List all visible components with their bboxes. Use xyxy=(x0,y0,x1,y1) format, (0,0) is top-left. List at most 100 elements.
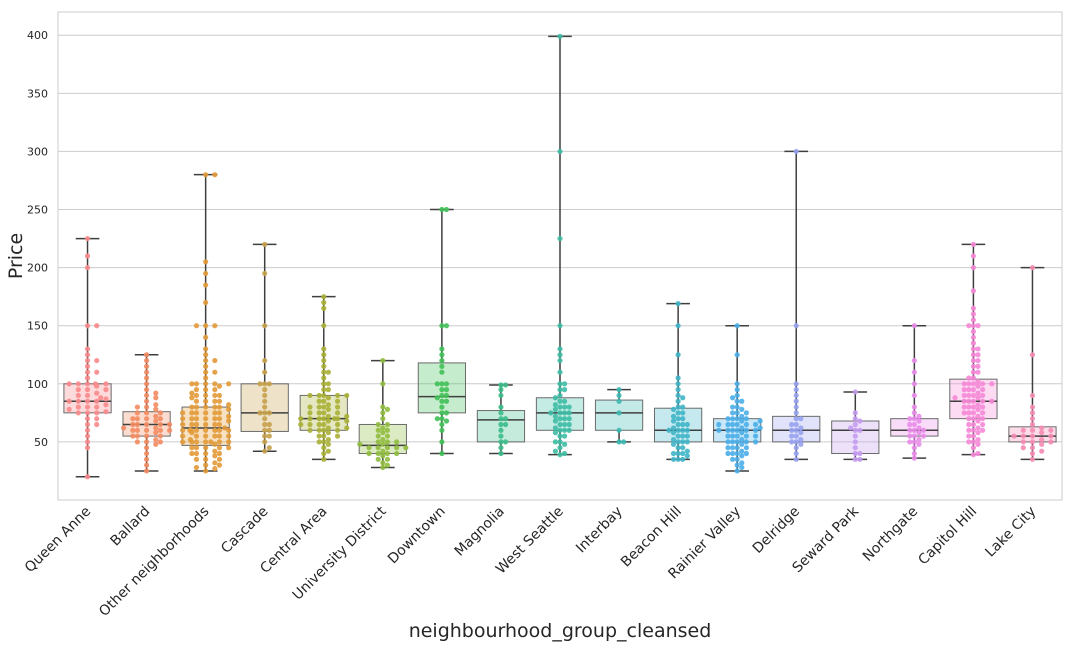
point-16-12 xyxy=(1048,433,1053,438)
point-4-24 xyxy=(344,418,349,423)
point-16-2 xyxy=(1039,449,1044,454)
point-0-39 xyxy=(85,364,90,369)
point-2-51 xyxy=(226,418,231,423)
point-15-77 xyxy=(971,265,976,270)
point-15-74 xyxy=(971,311,976,316)
point-4-31 xyxy=(326,414,331,419)
point-6-28 xyxy=(444,207,449,212)
point-15-44 xyxy=(971,387,976,392)
point-15-10 xyxy=(971,428,976,433)
point-7-2 xyxy=(498,439,503,444)
point-1-37 xyxy=(144,404,149,409)
point-2-38 xyxy=(194,428,199,433)
point-11-53 xyxy=(739,407,744,412)
point-16-9 xyxy=(1039,437,1044,442)
point-2-27 xyxy=(208,439,213,444)
point-7-5 xyxy=(498,428,503,433)
point-1-42 xyxy=(144,393,149,398)
point-16-3 xyxy=(1030,445,1035,450)
point-4-11 xyxy=(326,430,331,435)
point-15-52 xyxy=(962,381,967,386)
point-11-16 xyxy=(739,442,744,447)
point-1-36 xyxy=(153,407,158,412)
point-9-5 xyxy=(616,393,621,398)
point-5-14 xyxy=(366,445,371,450)
point-0-12 xyxy=(103,409,108,414)
point-11-48 xyxy=(725,416,730,421)
point-15-19 xyxy=(966,416,971,421)
point-7-13 xyxy=(498,387,503,392)
point-2-65 xyxy=(226,407,231,412)
point-10-26 xyxy=(685,422,690,427)
point-16-21 xyxy=(1030,410,1035,415)
point-10-8 xyxy=(676,445,681,450)
point-11-60 xyxy=(735,387,740,392)
point-14-23 xyxy=(912,393,917,398)
point-6-14 xyxy=(444,393,449,398)
point-16-20 xyxy=(1030,416,1035,421)
point-15-46 xyxy=(980,387,985,392)
point-15-37 xyxy=(975,395,980,400)
point-15-42 xyxy=(962,393,967,398)
point-15-66 xyxy=(975,346,980,351)
point-2-73 xyxy=(212,399,217,404)
point-5-25 xyxy=(385,428,390,433)
y-tick-label-250: 250 xyxy=(27,204,48,217)
point-15-16 xyxy=(980,422,985,427)
point-16-22 xyxy=(1030,404,1035,409)
point-15-61 xyxy=(971,358,976,363)
point-15-68 xyxy=(971,335,976,340)
point-2-74 xyxy=(194,399,199,404)
point-2-36 xyxy=(203,428,208,433)
point-1-4 xyxy=(144,445,149,450)
point-14-25 xyxy=(912,370,917,375)
point-14-18 xyxy=(912,416,917,421)
point-14-5 xyxy=(907,439,912,444)
point-11-34 xyxy=(716,428,721,433)
point-0-42 xyxy=(85,352,90,357)
point-9-1 xyxy=(621,439,626,444)
point-15-25 xyxy=(962,410,967,415)
point-2-89 xyxy=(189,381,194,386)
point-0-4 xyxy=(85,428,90,433)
point-13-9 xyxy=(848,425,853,430)
point-4-57 xyxy=(321,370,326,375)
point-0-47 xyxy=(85,253,90,258)
point-11-50 xyxy=(735,410,740,415)
point-2-59 xyxy=(203,410,208,415)
point-2-28 xyxy=(188,437,193,442)
point-4-1 xyxy=(321,451,326,456)
point-8-5 xyxy=(557,439,562,444)
point-0-0 xyxy=(85,474,90,479)
point-1-48 xyxy=(144,364,149,369)
point-15-27 xyxy=(971,404,976,409)
point-15-3 xyxy=(975,442,980,447)
point-14-8 xyxy=(907,433,912,438)
point-15-5 xyxy=(966,439,971,444)
point-1-1 xyxy=(144,463,149,468)
point-4-30 xyxy=(332,416,337,421)
point-15-54 xyxy=(975,379,980,384)
point-8-36 xyxy=(562,387,567,392)
point-3-5 xyxy=(262,428,267,433)
point-15-53 xyxy=(989,381,994,386)
point-0-23 xyxy=(98,395,103,400)
point-1-15 xyxy=(144,428,149,433)
point-11-4 xyxy=(735,457,740,462)
point-1-23 xyxy=(135,422,140,427)
point-8-34 xyxy=(557,393,562,398)
point-5-23 xyxy=(376,433,381,438)
point-5-9 xyxy=(366,451,371,456)
point-4-55 xyxy=(326,381,331,386)
point-10-5 xyxy=(680,451,685,456)
point-1-45 xyxy=(144,381,149,386)
point-0-17 xyxy=(103,402,108,407)
point-2-19 xyxy=(226,445,231,450)
point-1-13 xyxy=(130,433,135,438)
point-15-43 xyxy=(975,391,980,396)
point-5-5 xyxy=(380,453,385,458)
point-4-4 xyxy=(326,442,331,447)
point-4-2 xyxy=(326,449,331,454)
point-2-14 xyxy=(212,449,217,454)
point-11-20 xyxy=(725,439,730,444)
